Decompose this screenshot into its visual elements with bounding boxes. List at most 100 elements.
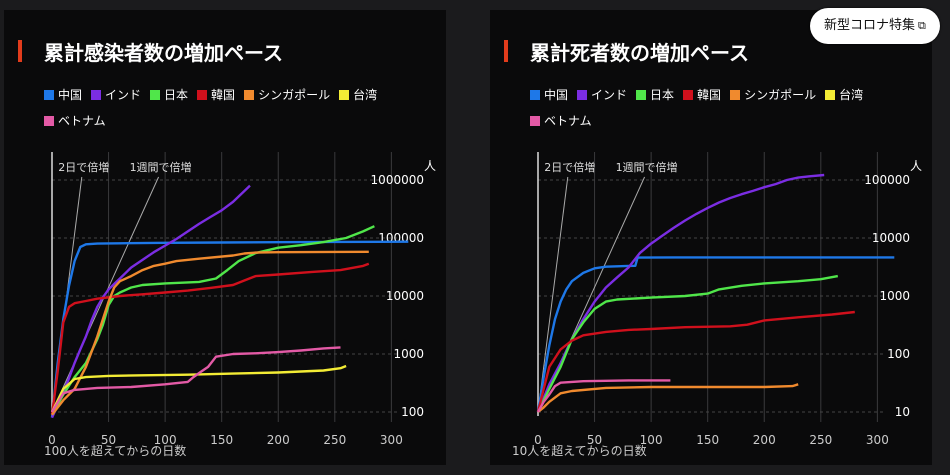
series-line [50,225,375,416]
legend-swatch [244,89,255,100]
series-line [50,364,347,413]
legend-item: 韓国 [197,86,235,103]
legend-label: 韓国 [211,88,236,102]
legend-label: ベトナム [544,114,592,128]
series-line [536,256,895,413]
y-tick-label: 10000 [872,231,910,245]
legend-label: 台湾 [353,88,378,102]
legend-label: 韓国 [697,88,722,102]
external-link-icon: ⧉ [918,19,926,32]
series-line [50,262,370,415]
x-tick-label: 0 [534,433,542,447]
y-tick-label: 100000 [864,173,910,187]
x-tick-label: 250 [323,433,346,447]
legend-label: インド [105,88,142,102]
reference-line-label: 1週間で倍増 [130,160,192,174]
legend-swatch [683,89,694,100]
legend-label: 中国 [544,88,569,102]
legend-label: シンガポール [744,88,817,102]
legend-item: 中国 [44,86,82,103]
x-tick-label: 0 [48,433,56,447]
covid-special-label: 新型コロナ特集 [824,18,916,33]
legend-item: 韓国 [683,86,721,103]
x-tick-label: 200 [267,433,290,447]
legend-swatch [150,89,161,100]
legend-swatch [825,89,836,100]
legend-item: シンガポール [244,86,330,103]
legend: 中国 インド 日本 韓国 シンガポール 台湾ベトナム [530,86,930,138]
reference-line-label: 2日で倍増 [58,160,109,174]
x-tick-label: 150 [696,433,719,447]
legend-item: ベトナム [44,112,106,129]
series-line [50,346,341,413]
chart-panel-cases: 累計感染者数の増加ペース 中国 インド 日本 韓国 シンガポール 台湾 ベトナム 0 50 10… [4,10,446,465]
y-tick-label: 100 [887,347,910,361]
series-line [50,240,409,418]
legend-item: 日本 [150,86,188,103]
legend-swatch [730,89,741,100]
x-tick-label: 200 [753,433,776,447]
legend-label: 台湾 [839,88,864,102]
y-tick-label: 1000000 [371,173,424,187]
series-line [536,274,839,413]
x-axis-label: 10人を超えてからの日数 [512,444,647,458]
y-tick-label: 10000 [386,289,424,303]
legend-item: インド [91,86,141,103]
legend-swatch [197,89,208,100]
y-tick-label: 1000 [393,347,424,361]
reference-line [537,176,569,413]
legend-swatch [530,115,540,126]
series-line [536,310,855,413]
x-axis-label: 100人を超えてからの日数 [44,444,187,458]
series-line [536,379,671,413]
chart-title: 累計死者数の増加ペース [530,41,749,65]
y-tick-label: 1000 [879,289,910,303]
legend-swatch [91,89,102,100]
covid-special-link[interactable]: 新型コロナ特集 ⧉ [810,8,940,44]
reference-line-label: 1週間で倍増 [616,160,678,174]
x-tick-label: 100 [154,433,177,447]
chart-title: 累計感染者数の増加ペース [44,41,283,65]
legend-label: 中国 [58,88,83,102]
series-line [51,250,369,416]
reference-line-label: 2日で倍増 [544,160,595,174]
legend-item: 台湾 [339,86,377,103]
legend-item: 中国 [530,86,568,103]
chart-panel-deaths: 累計死者数の増加ペース 中国 インド 日本 韓国 シンガポール 台湾ベトナム 0 50 100… [490,10,932,465]
legend-label: インド [591,88,628,102]
legend: 中国 インド 日本 韓国 シンガポール 台湾ベトナム [44,86,444,138]
legend-swatch [636,89,647,100]
series-line [50,184,251,419]
y-axis-unit: 人 [910,159,922,173]
series-line [536,173,825,413]
legend-swatch [44,115,54,126]
x-tick-label: 50 [587,433,602,447]
x-tick-label: 100 [640,433,663,447]
y-axis-unit: 人 [424,159,436,173]
legend-item: シンガポール [730,86,816,103]
y-tick-label: 10 [895,405,910,419]
x-tick-label: 150 [210,433,233,447]
series-line [537,383,799,413]
legend-label: ベトナム [58,114,106,128]
legend-item: 日本 [636,86,674,103]
legend-swatch [530,89,540,100]
y-tick-label: 100 [401,405,424,419]
plot-area: 0 50 100 150 200 250 3001001000100001000001000… [48,152,436,447]
x-tick-label: 300 [380,433,403,447]
title-accent-bar [504,40,508,62]
legend-item: ベトナム [530,112,592,129]
legend-swatch [577,89,588,100]
legend-label: 日本 [164,88,189,102]
legend-item: 台湾 [825,86,863,103]
legend-swatch [44,89,54,100]
title-accent-bar [18,40,22,62]
legend-label: シンガポール [258,88,331,102]
x-tick-label: 50 [101,433,116,447]
x-tick-label: 300 [866,433,889,447]
legend-swatch [339,89,350,100]
x-tick-label: 250 [809,433,832,447]
legend-label: 日本 [650,88,675,102]
legend-item: インド [577,86,627,103]
